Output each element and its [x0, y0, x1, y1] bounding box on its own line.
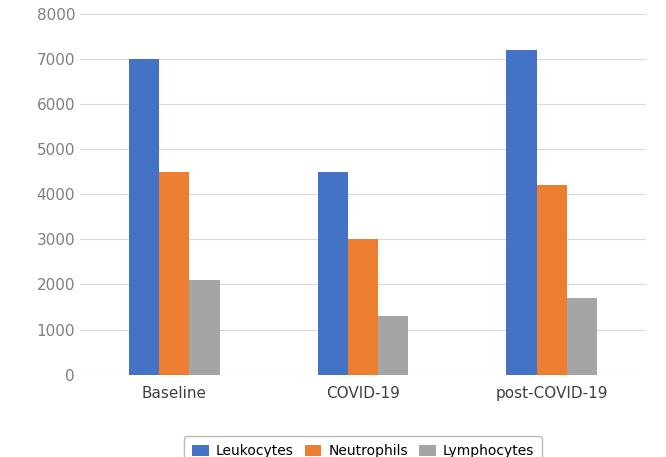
- Bar: [567, 298, 597, 375]
- Legend: Leukocytes, Neutrophils, Lymphocytes: Leukocytes, Neutrophils, Lymphocytes: [184, 436, 542, 457]
- Bar: [159, 172, 189, 375]
- Bar: [318, 172, 348, 375]
- Bar: [537, 185, 567, 375]
- Bar: [189, 280, 220, 375]
- Bar: [129, 59, 159, 375]
- Bar: [506, 50, 537, 375]
- Bar: [378, 316, 408, 375]
- Bar: [348, 239, 378, 375]
